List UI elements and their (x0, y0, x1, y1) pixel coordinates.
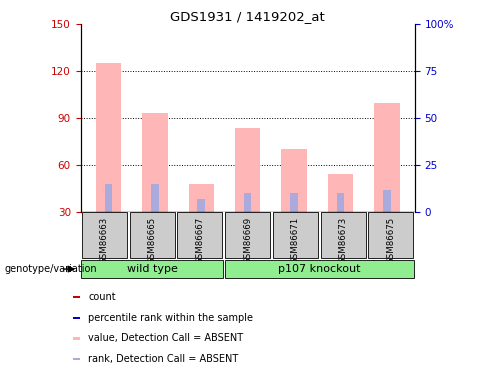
Text: GSM86675: GSM86675 (386, 217, 395, 264)
Bar (188, 184, 214, 212)
Bar (96, 63, 121, 212)
Text: percentile rank within the sample: percentile rank within the sample (88, 313, 253, 323)
Bar (142, 113, 167, 212)
Bar (225, 212, 270, 258)
Text: GSM86667: GSM86667 (195, 217, 204, 264)
Text: GSM86673: GSM86673 (339, 217, 347, 264)
Bar (337, 193, 344, 212)
Bar (290, 193, 298, 212)
Bar (281, 149, 307, 212)
Title: GDS1931 / 1419202_at: GDS1931 / 1419202_at (170, 10, 325, 23)
Text: value, Detection Call = ABSENT: value, Detection Call = ABSENT (88, 333, 244, 344)
Bar (235, 128, 261, 212)
Bar (73, 296, 80, 298)
Text: p107 knockout: p107 knockout (278, 264, 361, 274)
Bar (244, 193, 251, 212)
Bar (383, 190, 391, 212)
Bar (178, 212, 223, 258)
Text: GSM86671: GSM86671 (291, 217, 300, 264)
Text: GSM86669: GSM86669 (243, 217, 252, 264)
Bar (151, 184, 159, 212)
Bar (130, 212, 175, 258)
Bar (273, 212, 318, 258)
Bar (374, 102, 400, 212)
Bar (81, 260, 223, 278)
Bar (73, 358, 80, 360)
Bar (73, 316, 80, 319)
Bar (104, 184, 112, 212)
Bar (225, 260, 414, 278)
Bar (73, 337, 80, 340)
Bar (82, 212, 127, 258)
Bar (198, 200, 205, 212)
Text: genotype/variation: genotype/variation (5, 264, 98, 274)
Bar (368, 212, 413, 258)
Text: count: count (88, 292, 116, 302)
Bar (328, 174, 353, 212)
Text: GSM86665: GSM86665 (148, 217, 157, 264)
Text: wild type: wild type (127, 264, 178, 274)
Text: rank, Detection Call = ABSENT: rank, Detection Call = ABSENT (88, 354, 239, 364)
Bar (321, 212, 366, 258)
Text: GSM86663: GSM86663 (100, 217, 109, 264)
